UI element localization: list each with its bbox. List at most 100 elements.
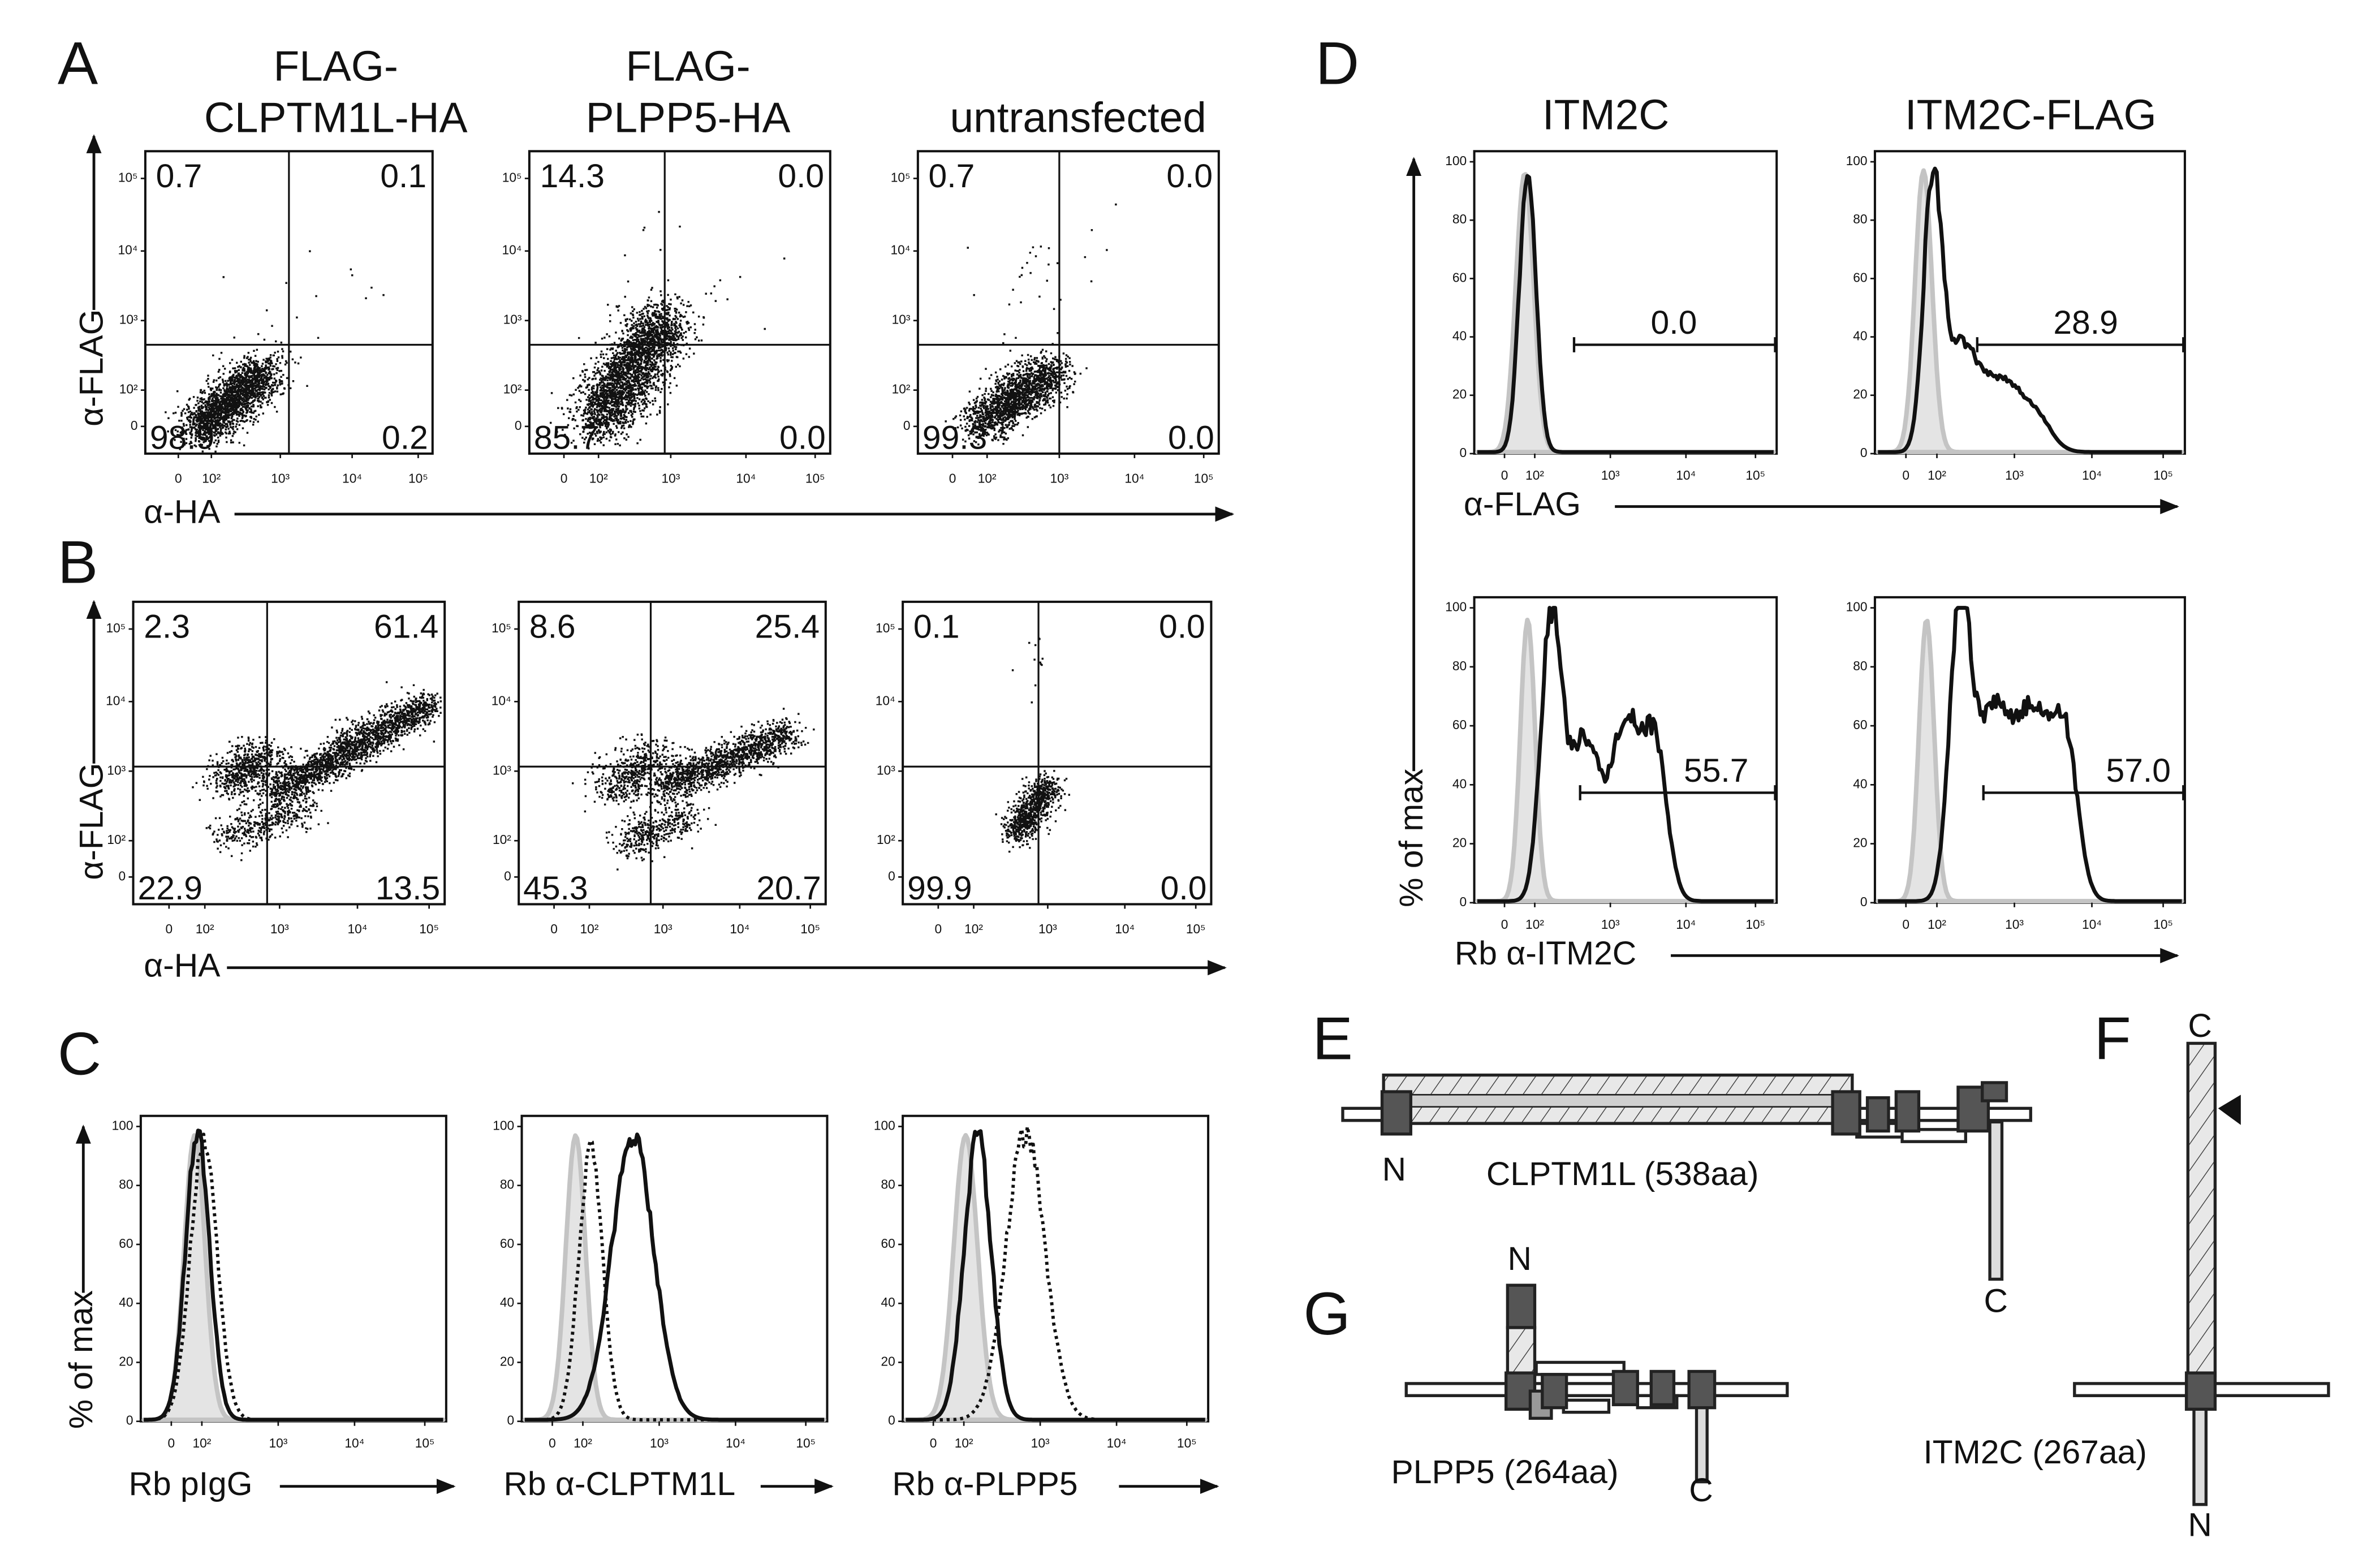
x-tick-label: 10⁴ (347, 921, 367, 936)
x-tick-label: 10³ (654, 921, 672, 936)
panel-label: C (58, 1019, 101, 1087)
quadrant-value: 0.2 (382, 419, 428, 456)
y-tick-label: 10⁴ (890, 243, 910, 257)
x-tick-label: 0 (1902, 917, 1909, 932)
quadrant-value: 85.7 (534, 419, 598, 456)
x-axis-label: α-HA (144, 493, 221, 530)
column-header: CLPTM1L-HA (204, 94, 468, 141)
x-tick-label: 10³ (661, 471, 680, 485)
y-tick-label: 10² (119, 382, 138, 397)
y-tick-label: 20 (500, 1354, 514, 1368)
x-tick-label: 10⁴ (726, 1436, 745, 1450)
y-tick-label: 10⁴ (106, 693, 126, 708)
y-tick-label: 10⁴ (876, 693, 895, 708)
y-tick-label: 0 (504, 868, 511, 883)
protein-name: PLPP5 (264aa) (1391, 1454, 1619, 1491)
column-header: FLAG- (626, 42, 750, 90)
y-axis-label: % of max (63, 1290, 100, 1429)
x-tick-label: 0 (1501, 468, 1508, 483)
quadrant-value: 25.4 (755, 609, 820, 645)
y-tick-label: 80 (119, 1177, 133, 1192)
column-header: untransfected (950, 94, 1206, 141)
y-tick-label: 10⁵ (876, 621, 895, 635)
x-tick-label: 10³ (1038, 921, 1057, 936)
x-tick-label: 10⁵ (408, 471, 428, 485)
x-tick-label: 0 (175, 471, 182, 485)
y-tick-label: 20 (1853, 835, 1867, 850)
y-tick-label: 80 (500, 1177, 514, 1192)
y-tick-label: 100 (1846, 600, 1868, 614)
quadrant-value: 0.0 (1168, 419, 1214, 456)
y-axis-label: α-FLAG (74, 309, 110, 427)
x-axis-label: α-HA (144, 947, 221, 984)
x-axis-label: Rb α-PLPP5 (892, 1466, 1077, 1502)
y-tick-label: 80 (1452, 212, 1467, 226)
y-tick-label: 60 (881, 1236, 895, 1251)
gate-value: 55.7 (1684, 752, 1748, 789)
x-tick-label: 10³ (269, 1436, 287, 1450)
y-tick-label: 10⁴ (118, 243, 137, 257)
y-tick-label: 80 (1853, 658, 1867, 673)
x-tick-label: 10² (1525, 917, 1544, 932)
y-tick-label: 40 (1452, 776, 1467, 791)
x-tick-label: 10⁵ (1177, 1436, 1197, 1450)
y-tick-label: 10³ (877, 763, 895, 777)
y-tick-label: 10³ (107, 763, 126, 777)
y-tick-label: 0 (903, 418, 911, 433)
black-histogram (1477, 606, 1774, 903)
y-tick-label: 40 (881, 1295, 895, 1309)
quadrant-value: 45.3 (523, 870, 588, 907)
y-tick-label: 60 (1452, 270, 1467, 285)
x-tick-label: 10² (1928, 468, 1946, 483)
dot-histogram (144, 1132, 443, 1421)
terminus-label: N (1382, 1151, 1406, 1188)
y-axis-label: α-FLAG (74, 763, 110, 880)
column-header: PLPP5-HA (586, 94, 791, 141)
x-tick-label: 10⁵ (2153, 468, 2173, 483)
x-tick-label: 10⁴ (736, 471, 756, 485)
x-tick-label: 10² (1928, 917, 1946, 932)
terminus-label: C (2188, 1007, 2212, 1044)
y-tick-label: 10⁵ (106, 621, 126, 635)
y-tick-label: 10² (877, 832, 895, 847)
x-tick-label: 0 (1501, 917, 1508, 932)
scatter-cloud (192, 681, 442, 861)
plot-frame (902, 600, 1213, 906)
gate-value: 28.9 (2053, 304, 2118, 341)
scatter-cloud (571, 708, 815, 871)
x-tick-label: 10⁴ (1107, 1436, 1127, 1450)
y-tick-label: 20 (881, 1354, 895, 1368)
x-axis-label: α-FLAG (1464, 486, 1581, 523)
x-tick-label: 10⁵ (415, 1436, 435, 1450)
panel-label: B (58, 528, 98, 596)
x-tick-label: 10⁴ (1676, 917, 1696, 932)
x-tick-label: 10⁵ (1745, 917, 1765, 932)
y-tick-label: 40 (1853, 329, 1867, 343)
y-tick-label: 10³ (503, 312, 522, 327)
y-tick-label: 0 (515, 418, 522, 433)
quadrant-value: 99.9 (907, 870, 972, 907)
x-tick-label: 0 (949, 471, 956, 485)
quadrant-value: 61.4 (374, 609, 438, 645)
quadrant-value: 0.0 (778, 158, 824, 195)
scatter-cloud (945, 203, 1117, 446)
y-tick-label: 40 (500, 1295, 514, 1309)
quadrant-value: 99.3 (922, 419, 987, 456)
y-tick-label: 60 (119, 1236, 133, 1251)
column-header: FLAG- (274, 42, 398, 90)
x-tick-label: 10⁴ (1115, 921, 1135, 936)
protein-name: CLPTM1L (538aa) (1486, 1156, 1759, 1192)
x-tick-label: 10⁴ (2082, 917, 2102, 932)
y-tick-label: 60 (1853, 717, 1867, 732)
quadrant-value: 0.1 (913, 609, 960, 645)
x-tick-label: 10⁴ (344, 1436, 364, 1450)
x-tick-label: 10³ (1031, 1436, 1050, 1450)
x-tick-label: 10³ (1601, 917, 1620, 932)
black-histogram (143, 1128, 443, 1422)
y-axis-label: % of max (1393, 769, 1430, 907)
x-tick-label: 10⁵ (1186, 921, 1206, 936)
terminus-label: C (1984, 1283, 2008, 1320)
y-tick-label: 100 (112, 1118, 133, 1132)
plot-frame (916, 150, 1220, 455)
y-tick-label: 20 (1452, 835, 1467, 850)
